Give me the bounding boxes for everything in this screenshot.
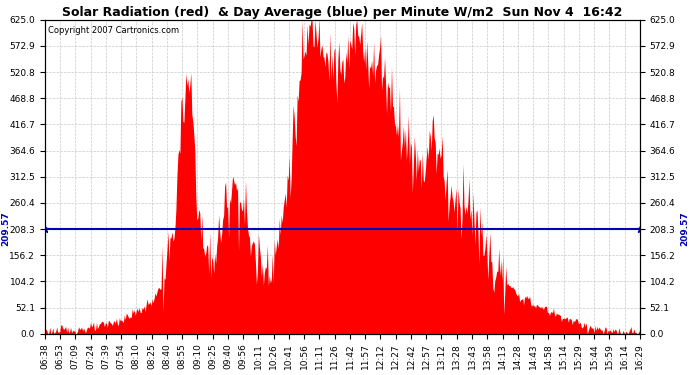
Text: Copyright 2007 Cartronics.com: Copyright 2007 Cartronics.com bbox=[48, 26, 179, 35]
Text: 209.57: 209.57 bbox=[1, 211, 10, 246]
Title: Solar Radiation (red)  & Day Average (blue) per Minute W/m2  Sun Nov 4  16:42: Solar Radiation (red) & Day Average (blu… bbox=[62, 6, 622, 18]
Text: 209.57: 209.57 bbox=[680, 211, 689, 246]
